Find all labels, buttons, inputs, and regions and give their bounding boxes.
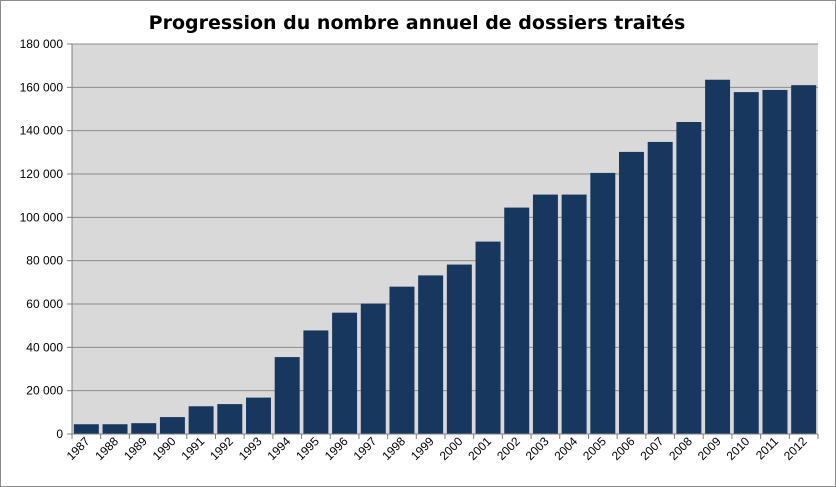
y-tick-label: 140 000 — [20, 124, 64, 138]
bar-1989 — [131, 423, 157, 434]
x-tick-label: 1987 — [64, 434, 93, 463]
x-tick-label: 2008 — [666, 434, 695, 463]
bar-1991 — [188, 406, 214, 434]
bar-1990 — [159, 417, 185, 434]
y-tick-label: 60 000 — [26, 297, 63, 311]
bar-1998 — [389, 286, 415, 434]
bar-1994 — [274, 357, 300, 434]
bar-2010 — [733, 92, 759, 434]
bar-2001 — [475, 241, 501, 434]
y-tick-label: 80 000 — [26, 254, 63, 268]
y-tick-label: 0 — [56, 427, 63, 441]
bar-1996 — [332, 312, 358, 434]
x-tick-label: 2009 — [695, 434, 724, 463]
bar-2005 — [590, 172, 616, 434]
x-tick-label: 2003 — [523, 434, 552, 463]
bar-2007 — [647, 141, 673, 434]
y-tick-label: 160 000 — [20, 80, 64, 94]
x-tick-label: 2002 — [494, 434, 523, 463]
x-tick-label: 2001 — [465, 434, 494, 463]
bar-1988 — [102, 424, 128, 434]
y-tick-label: 120 000 — [20, 167, 64, 181]
x-tick-label: 1990 — [150, 434, 179, 463]
bar-1993 — [246, 397, 271, 434]
x-tick-label: 1988 — [92, 434, 121, 463]
x-tick-label: 2012 — [781, 434, 810, 463]
y-tick-label: 100 000 — [20, 210, 64, 224]
x-tick-label: 2004 — [551, 434, 580, 463]
x-tick-label: 1997 — [351, 434, 380, 463]
bar-2006 — [619, 151, 644, 434]
x-tick-label: 1991 — [178, 434, 207, 463]
x-tick-label: 1999 — [408, 434, 437, 463]
y-tick-label: 40 000 — [26, 340, 63, 354]
x-tick-label: 2010 — [724, 434, 753, 463]
x-tick-label: 1996 — [322, 434, 351, 463]
x-tick-label: 1994 — [265, 434, 294, 463]
bar-2011 — [762, 89, 788, 434]
x-tick-label: 1993 — [236, 434, 265, 463]
chart-title: Progression du nombre annuel de dossiers… — [148, 12, 686, 34]
x-tick-label: 1995 — [293, 434, 322, 463]
x-tick-label: 2006 — [609, 434, 638, 463]
bar-2012 — [791, 85, 817, 435]
bar-2008 — [676, 122, 702, 434]
bar-2003 — [532, 194, 558, 434]
x-tick-label: 2000 — [437, 434, 466, 463]
x-tick-label: 2005 — [580, 434, 609, 463]
y-tick-label: 20 000 — [26, 384, 63, 398]
x-tick-label: 2007 — [638, 434, 667, 463]
x-tick-label: 1992 — [207, 434, 236, 463]
bar-2000 — [446, 264, 472, 434]
bar-2009 — [705, 79, 731, 434]
x-tick-label: 2011 — [753, 434, 781, 462]
bar-1999 — [418, 275, 444, 434]
x-tick-label: 1989 — [121, 434, 150, 463]
y-tick-label: 180 000 — [20, 37, 64, 51]
bar-1995 — [303, 330, 329, 434]
bar-1992 — [217, 404, 243, 434]
bar-2002 — [504, 207, 530, 434]
bar-1987 — [73, 424, 99, 434]
bar-2004 — [561, 194, 587, 434]
x-tick-label: 1998 — [379, 434, 408, 463]
bar-1997 — [360, 303, 386, 434]
